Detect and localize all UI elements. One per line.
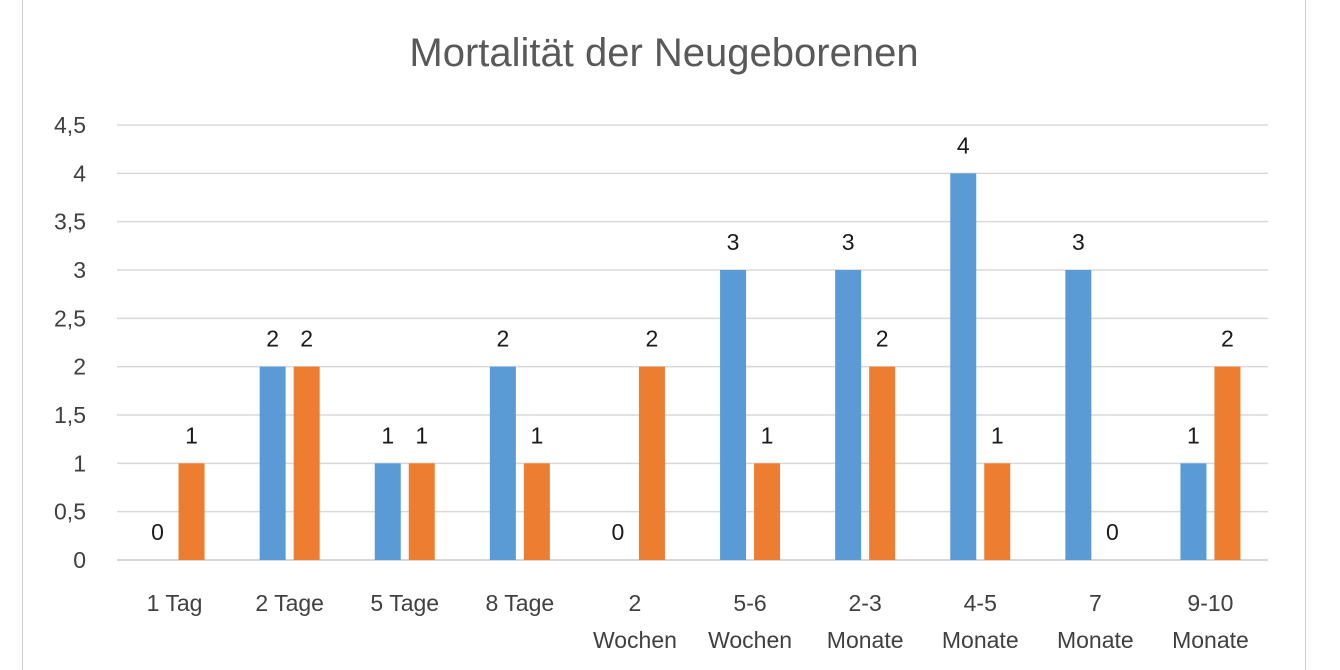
bar-series-1 bbox=[1065, 270, 1092, 560]
data-label: 4 bbox=[957, 132, 970, 158]
data-label: 2 bbox=[876, 326, 889, 352]
y-tick-label: 0 bbox=[73, 547, 86, 573]
x-tick-label: 4-5 bbox=[964, 590, 997, 616]
bar-series-1 bbox=[950, 173, 977, 561]
x-tick-label: Monate bbox=[1057, 627, 1134, 653]
data-label: 2 bbox=[300, 326, 313, 352]
bar-series-2 bbox=[178, 463, 205, 560]
data-label: 2 bbox=[646, 326, 659, 352]
y-tick-label: 4,5 bbox=[54, 112, 86, 138]
x-tick-label: Monate bbox=[1172, 627, 1249, 653]
x-axis: 1 Tag 2 Tage 5 Tage 8 Tage 2 Wochen 5-6 Wochen 2… bbox=[147, 590, 1249, 653]
data-label: 0 bbox=[151, 519, 164, 545]
data-label: 1 bbox=[1187, 422, 1200, 448]
y-tick-label: 3,5 bbox=[54, 209, 86, 235]
x-tick-label: 2 Tage bbox=[255, 590, 324, 616]
y-tick-label: 2,5 bbox=[54, 305, 86, 331]
gridlines bbox=[117, 124, 1268, 561]
x-tick-label: Wochen bbox=[593, 627, 677, 653]
x-tick-label: 5 Tage bbox=[370, 590, 439, 616]
data-label: 3 bbox=[727, 229, 740, 255]
bar-series-1 bbox=[1180, 463, 1207, 560]
chart-frame bbox=[22, 0, 1306, 670]
bar-series-1 bbox=[489, 366, 516, 560]
bar-series-2 bbox=[984, 463, 1011, 560]
x-tick-label: 7 bbox=[1089, 590, 1102, 616]
bar-series-1 bbox=[259, 366, 286, 560]
bar-series-2 bbox=[638, 366, 665, 560]
y-axis: 0 0,5 1 1,5 2 2,5 3 3,5 4 4,5 bbox=[54, 112, 86, 573]
bar-series-2 bbox=[408, 463, 435, 560]
bars bbox=[178, 173, 1241, 561]
data-label: 3 bbox=[842, 229, 855, 255]
data-label: 2 bbox=[1221, 326, 1234, 352]
y-tick-label: 1 bbox=[73, 450, 86, 476]
bar-series-1 bbox=[720, 270, 747, 560]
data-label: 2 bbox=[266, 326, 279, 352]
x-tick-label: 5-6 bbox=[733, 590, 766, 616]
bar-series-2 bbox=[754, 463, 781, 560]
bar-series-1 bbox=[374, 463, 401, 560]
data-label: 1 bbox=[530, 422, 543, 448]
data-label: 1 bbox=[381, 422, 394, 448]
y-tick-label: 2 bbox=[73, 354, 86, 380]
x-tick-label: Monate bbox=[827, 627, 904, 653]
data-label: 3 bbox=[1072, 229, 1085, 255]
data-label: 1 bbox=[761, 422, 774, 448]
bar-series-2 bbox=[869, 366, 896, 560]
x-tick-label: Monate bbox=[942, 627, 1019, 653]
bar-series-1 bbox=[835, 270, 862, 560]
y-tick-label: 4 bbox=[73, 160, 86, 186]
x-tick-label: 2-3 bbox=[849, 590, 882, 616]
data-label: 0 bbox=[612, 519, 625, 545]
x-tick-label: 9-10 bbox=[1187, 590, 1233, 616]
bar-series-2 bbox=[523, 463, 550, 560]
x-tick-label: 1 Tag bbox=[147, 590, 203, 616]
y-tick-label: 1,5 bbox=[54, 402, 86, 428]
x-tick-label: 8 Tage bbox=[486, 590, 555, 616]
chart-title: Mortalität der Neugeborenen bbox=[409, 31, 918, 75]
y-tick-label: 0,5 bbox=[54, 499, 86, 525]
y-tick-label: 3 bbox=[73, 257, 86, 283]
data-label: 1 bbox=[991, 422, 1004, 448]
x-tick-label: Wochen bbox=[708, 627, 792, 653]
bar-series-2 bbox=[293, 366, 320, 560]
bar-series-2 bbox=[1214, 366, 1241, 560]
x-tick-label: 2 bbox=[629, 590, 642, 616]
data-label: 1 bbox=[185, 422, 198, 448]
data-label: 2 bbox=[496, 326, 509, 352]
data-label: 1 bbox=[415, 422, 428, 448]
data-label: 0 bbox=[1106, 519, 1119, 545]
